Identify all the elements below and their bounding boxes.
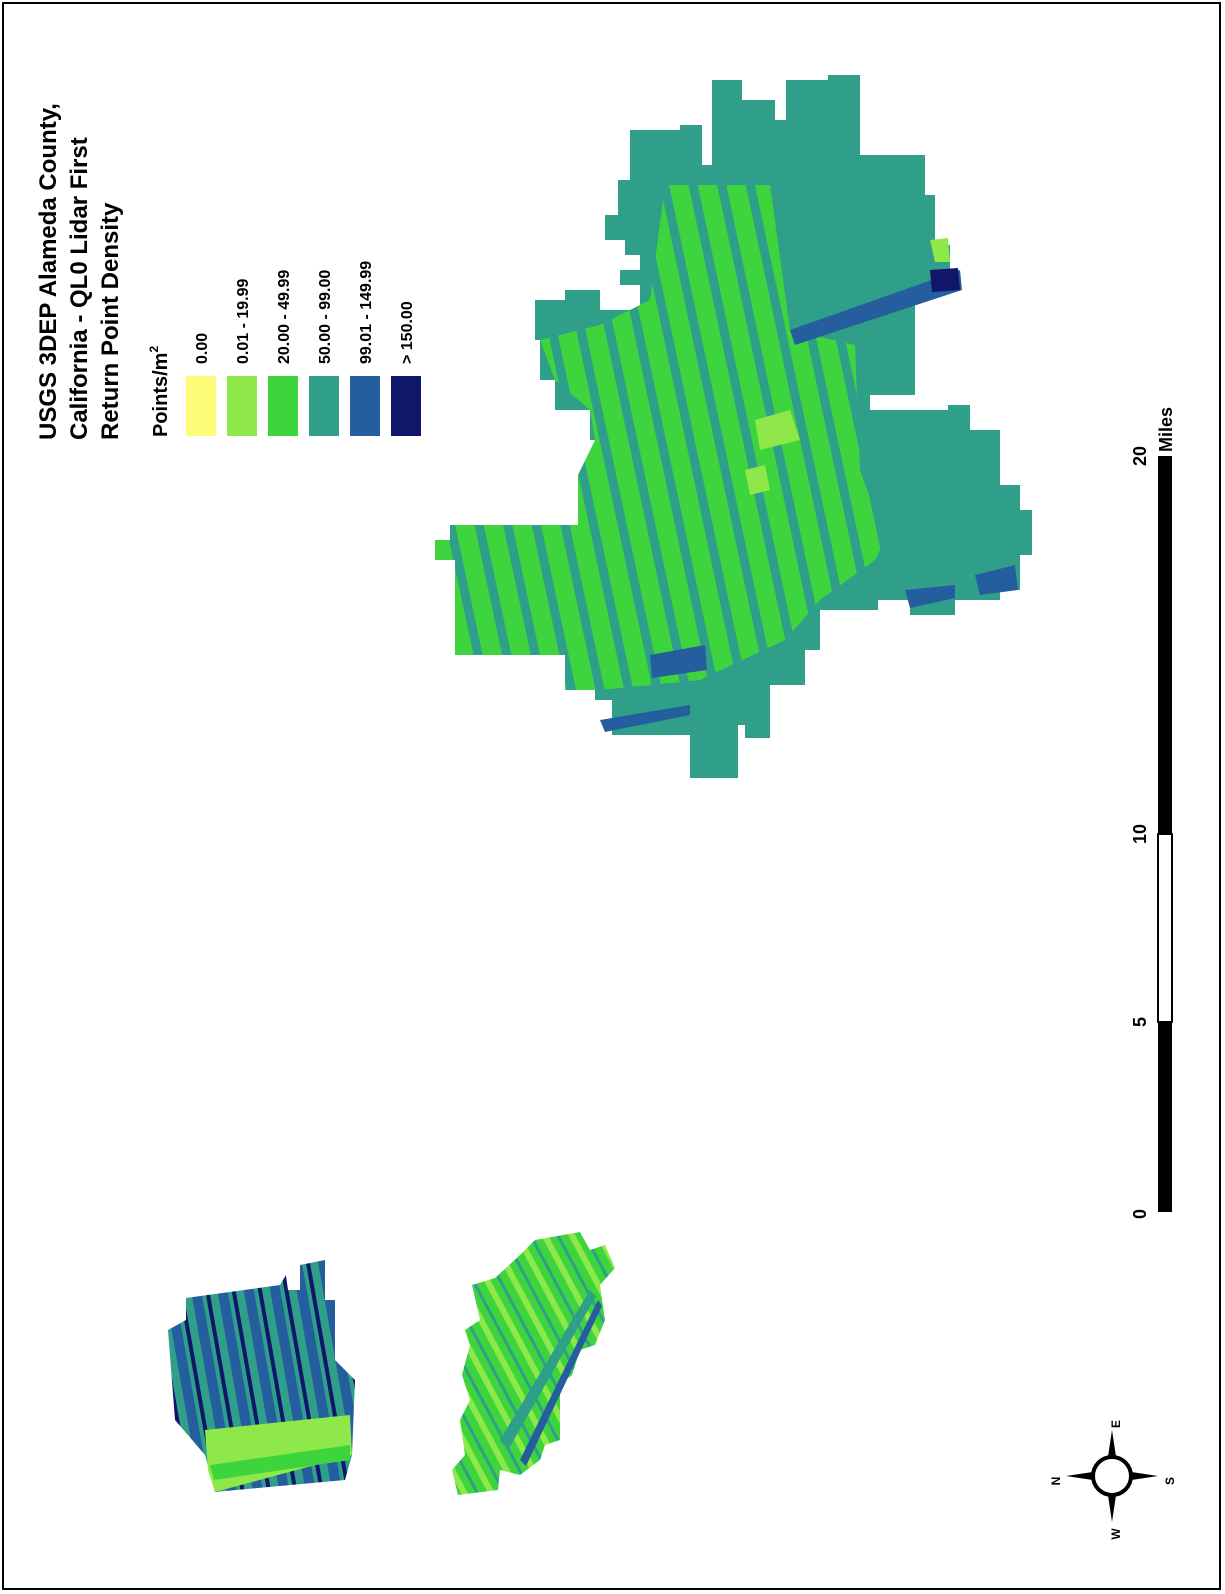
scale-tick-0: 0 xyxy=(1130,1209,1150,1219)
title-line-2: California - QL0 Lidar First xyxy=(66,137,93,440)
legend-label: > 150.00 xyxy=(399,301,416,364)
legend-label: 0.01 - 19.99 xyxy=(235,279,252,365)
title-line-3: Return Point Density xyxy=(97,202,124,440)
legend-swatch xyxy=(227,376,257,436)
scale-bar-segment-10-20 xyxy=(1158,456,1172,834)
legend-label: 20.00 - 49.99 xyxy=(276,270,293,364)
title-line-1: USGS 3DEP Alameda County, xyxy=(35,103,62,440)
coverage-area-main xyxy=(435,75,1032,778)
legend-swatch xyxy=(186,376,216,436)
compass-label-s: S xyxy=(1163,1477,1177,1485)
compass-label-n: N xyxy=(1049,1477,1063,1486)
legend: Points/m2 xyxy=(147,346,172,437)
scale-bar: 0 5 10 20 Miles xyxy=(1130,407,1176,1219)
legend-label: 99.01 - 149.99 xyxy=(358,261,375,364)
compass-ring-icon xyxy=(1091,1455,1133,1497)
legend-label: 0.00 xyxy=(194,333,211,364)
legend-swatch xyxy=(268,376,298,436)
legend-swatch xyxy=(391,376,421,436)
scale-unit-label: Miles xyxy=(1156,407,1176,452)
legend-heading: Points/m2 xyxy=(147,346,172,437)
legend-swatch xyxy=(309,376,339,436)
legend-items: 0.00 0.01 - 19.99 20.00 - 49.99 50.00 - 99.… xyxy=(186,261,421,436)
scale-tick-5: 5 xyxy=(1130,1017,1150,1027)
scale-tick-20: 20 xyxy=(1130,446,1150,466)
coverage-area-small-block xyxy=(168,1260,355,1492)
legend-swatch xyxy=(350,376,380,436)
scale-tick-10: 10 xyxy=(1130,824,1150,844)
coverage-area-corridor xyxy=(452,1232,615,1495)
compass-label-e: E xyxy=(1109,1420,1123,1428)
north-arrow: N E S W xyxy=(1049,1420,1177,1540)
map-title: USGS 3DEP Alameda County, California - Q… xyxy=(35,103,124,440)
scale-bar-segment-5-10 xyxy=(1157,833,1173,1023)
legend-label: 50.00 - 99.00 xyxy=(317,270,334,364)
scale-bar-segment-0-5 xyxy=(1158,1022,1172,1212)
compass-label-w: W xyxy=(1109,1528,1123,1540)
